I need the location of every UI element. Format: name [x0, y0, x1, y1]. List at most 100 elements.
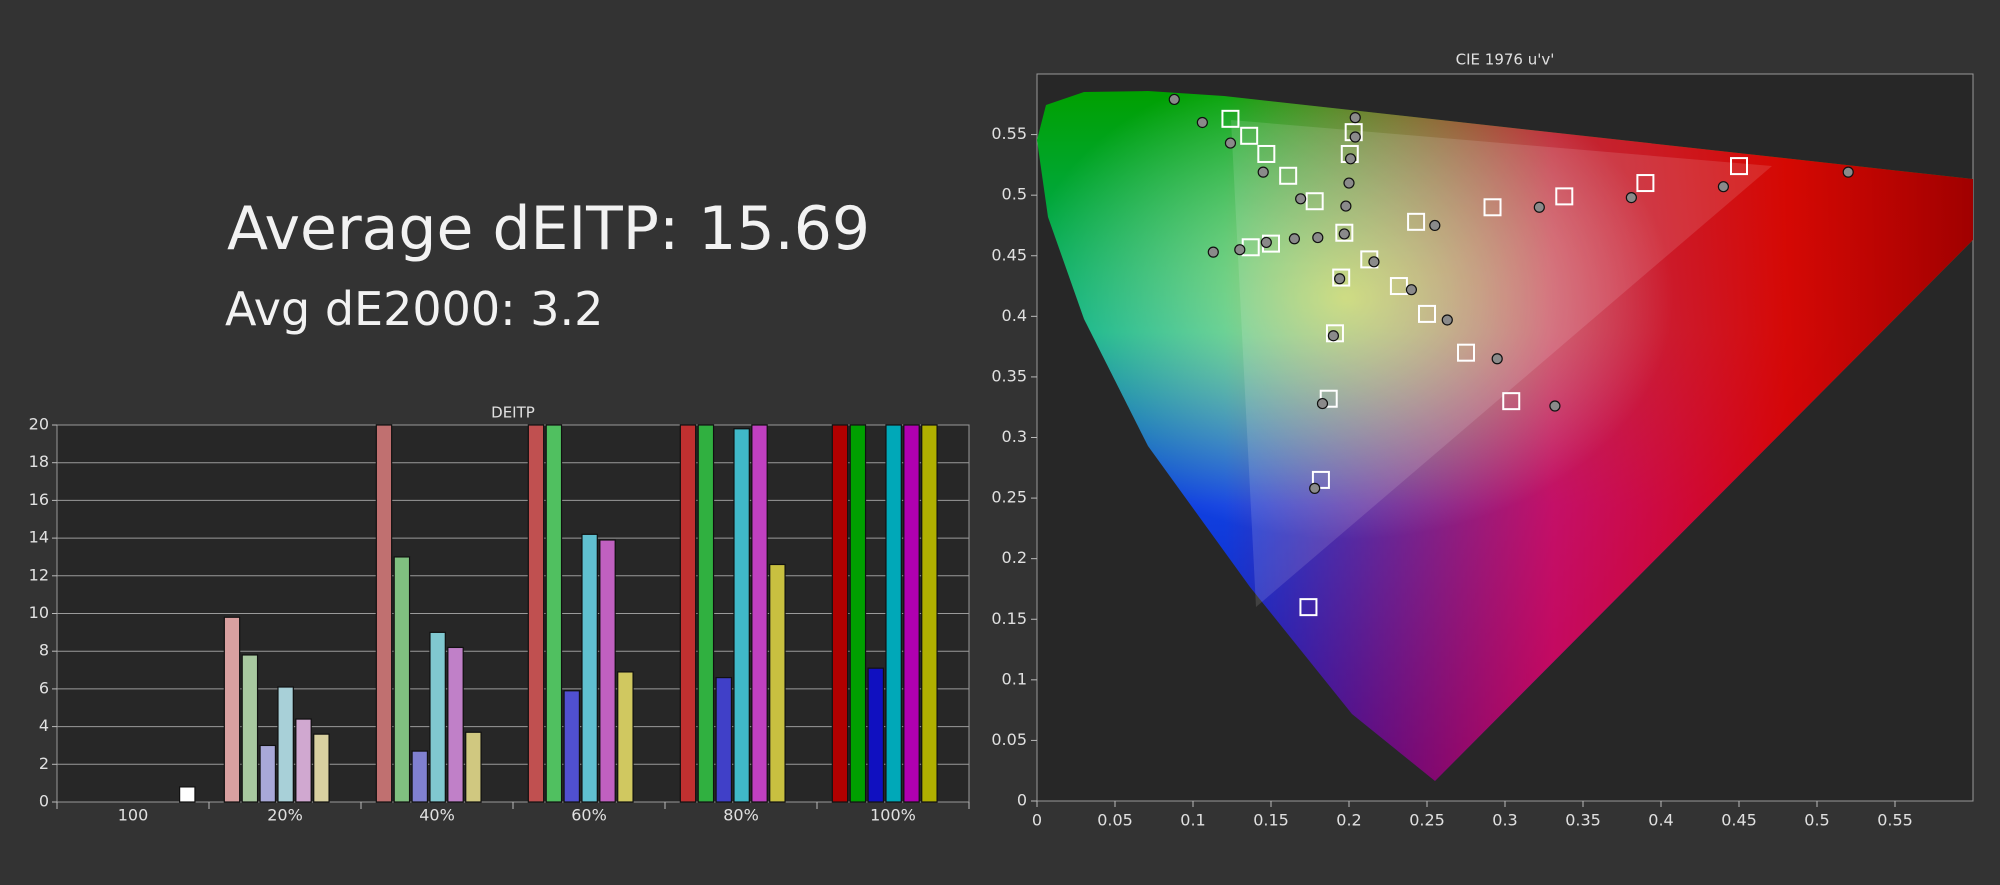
x-tick-label: 80% [723, 806, 759, 825]
chart-title: CIE 1976 u'v' [1456, 51, 1555, 69]
bar [831, 424, 849, 803]
y-tick-label: 20 [29, 415, 49, 434]
target-point [1418, 304, 1436, 323]
y-tick-label: 12 [29, 565, 49, 584]
bar [527, 424, 545, 803]
measured-point [1334, 273, 1346, 285]
x-tick-label: 0.25 [1409, 811, 1445, 830]
measured-point [1295, 193, 1307, 205]
chart-title: DEITP [491, 404, 535, 422]
bar [277, 686, 294, 803]
bar [733, 428, 750, 803]
x-tick-label: 0.15 [1253, 811, 1289, 830]
bar [867, 667, 885, 803]
measured-point [1405, 284, 1418, 296]
measured-point [1309, 482, 1321, 494]
y-tick-label: 0.1 [1002, 669, 1027, 688]
target-point [1555, 187, 1574, 206]
measured-point [1533, 201, 1545, 213]
y-tick-label: 0.4 [1002, 306, 1027, 325]
target-point [1257, 144, 1276, 163]
average-deitp: Average dEITP: 15.69 [227, 194, 870, 264]
bar [259, 744, 277, 803]
bar [313, 733, 330, 803]
target-point [1636, 174, 1655, 193]
avg-de2000: Avg dE2000: 3.2 [225, 282, 603, 336]
measured-point [1338, 228, 1350, 240]
y-tick-label: 16 [29, 490, 49, 509]
bar [179, 786, 196, 803]
target-point [1457, 343, 1475, 362]
bar [375, 424, 393, 803]
target-point [1240, 126, 1259, 145]
bar [429, 631, 446, 803]
x-tick-label: 60% [571, 806, 607, 825]
target-point [1279, 166, 1298, 185]
bar [465, 731, 482, 803]
measured-point [1340, 200, 1352, 212]
bar [849, 424, 867, 803]
bar [581, 533, 598, 803]
x-tick-label: 0.35 [1565, 811, 1601, 830]
x-tick-label: 0.3 [1492, 811, 1517, 830]
bar [751, 424, 768, 803]
target-point [1221, 109, 1240, 128]
measured-point [1260, 236, 1272, 249]
x-tick-label: 0 [1032, 811, 1042, 830]
measured-point [1288, 233, 1301, 245]
measured-point [1344, 153, 1357, 165]
x-tick-label: 100% [870, 806, 916, 825]
x-tick-label: 0.2 [1336, 811, 1361, 830]
bar [617, 671, 634, 803]
y-tick-label: 0.35 [991, 366, 1027, 385]
target-point [1311, 470, 1330, 489]
target-point [1730, 157, 1748, 176]
y-tick-label: 0.15 [991, 609, 1027, 628]
y-tick-label: 8 [39, 641, 49, 660]
measured-point [1429, 219, 1441, 232]
bar [679, 424, 697, 803]
x-tick-label: 0.4 [1648, 811, 1673, 830]
bar [295, 718, 312, 803]
bar [447, 646, 464, 803]
x-tick-label: 0.1 [1180, 811, 1205, 830]
bar [697, 424, 715, 803]
x-tick-label: 100 [118, 806, 149, 825]
bar [921, 424, 938, 803]
bar [545, 424, 563, 803]
y-tick-label: 0.45 [991, 245, 1027, 264]
y-tick-label: 10 [29, 603, 49, 622]
target-point [1305, 192, 1324, 211]
target-point [1407, 212, 1426, 231]
target-point [1332, 268, 1351, 287]
bar [599, 539, 616, 803]
measured-point [1717, 181, 1730, 193]
y-tick-label: 0.55 [991, 124, 1027, 143]
bar [563, 690, 581, 803]
y-tick-label: 0.05 [991, 730, 1027, 749]
y-tick-label: 0.25 [991, 488, 1027, 507]
measured-point [1349, 112, 1361, 124]
measured-point [1349, 131, 1361, 143]
measured-point [1196, 116, 1208, 129]
measured-point [1343, 177, 1355, 189]
measured-point [1224, 137, 1237, 149]
measured-point [1257, 166, 1269, 178]
measured-point [1491, 353, 1503, 365]
y-tick-label: 18 [29, 452, 49, 471]
target-point [1502, 392, 1521, 411]
measured-point [1168, 93, 1180, 106]
measured-point [1549, 400, 1561, 412]
y-tick-label: 0.2 [1002, 548, 1027, 567]
x-tick-label: 20% [267, 806, 303, 825]
measured-point [1327, 330, 1340, 342]
gamut-triangle [1231, 120, 1772, 607]
cie-gamut [1037, 91, 1973, 781]
bar [715, 676, 733, 803]
y-tick-label: 14 [29, 528, 49, 547]
bar [241, 654, 259, 803]
bar [769, 563, 786, 803]
locus-highlight [1037, 91, 1973, 781]
